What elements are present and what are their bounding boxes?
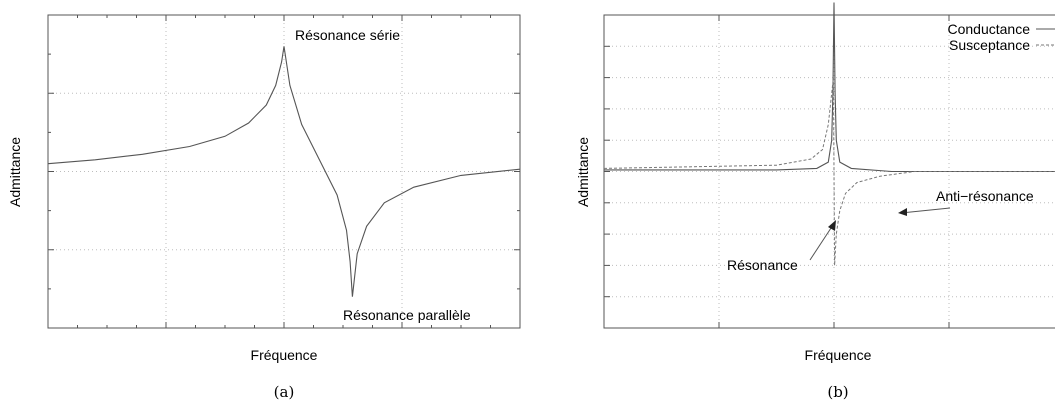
ylabel-b: Admittance	[575, 137, 591, 207]
annotation-resonance-serie: Résonance série	[295, 27, 400, 43]
arrow-resonance-line	[809, 224, 834, 261]
curves-a	[47, 46, 521, 297]
legend: Conductance Susceptance	[947, 21, 1055, 53]
legend-label-conductance: Conductance	[947, 21, 1030, 37]
grid-b	[604, 15, 1055, 328]
legend-label-susceptance: Susceptance	[949, 37, 1030, 53]
grid-a	[48, 15, 520, 328]
arrow-resonance-head	[828, 220, 836, 231]
xlabel-b: Fréquence	[805, 347, 872, 363]
panel-a: Fréquence Admittance Résonance série Rés…	[7, 14, 521, 401]
arrow-anti-resonance-head	[898, 208, 907, 216]
annotation-resonance: Résonance	[727, 257, 798, 273]
arrow-anti-resonance-line	[900, 207, 951, 214]
ylabel-a: Admittance	[7, 137, 23, 207]
caption-b: (b)	[827, 383, 848, 401]
series-line-conductance	[604, 2, 1055, 173]
series-line-susceptance	[603, 77, 1055, 266]
curves-b	[603, 2, 1055, 266]
annotation-resonance-parallele: Résonance parallèle	[343, 307, 471, 323]
series-line-a-0	[47, 46, 521, 297]
ticks-a	[48, 15, 520, 328]
caption-a: (a)	[274, 383, 295, 401]
panel-b: Fréquence Admittance Conductance Suscept…	[575, 2, 1055, 401]
xlabel-a: Fréquence	[251, 347, 318, 363]
annotation-anti-resonance: Anti−résonance	[936, 188, 1034, 204]
